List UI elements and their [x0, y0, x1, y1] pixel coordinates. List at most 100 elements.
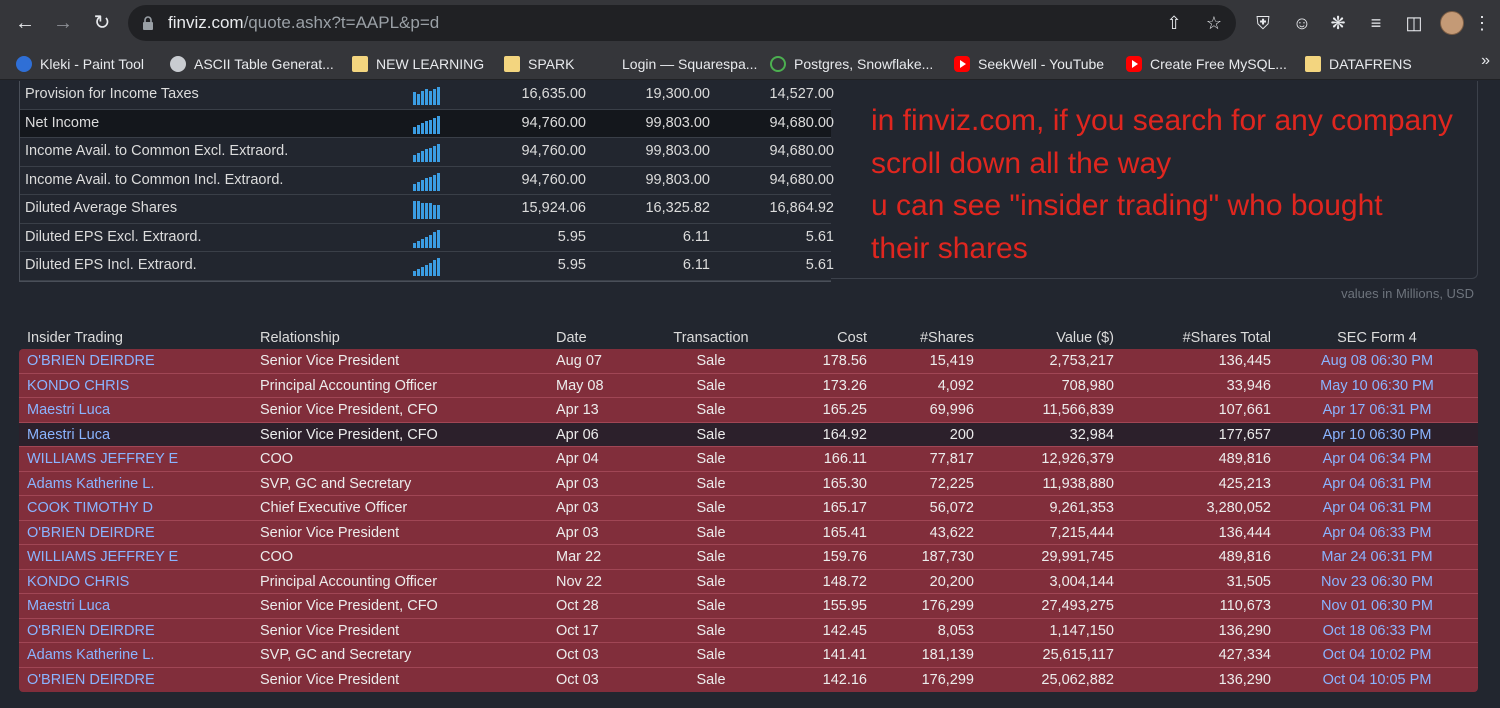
kleki-icon — [16, 56, 32, 72]
financial-value: 99,803.00 — [645, 171, 710, 188]
sparkline-chart[interactable] — [413, 87, 447, 105]
financial-value: 94,760.00 — [521, 143, 586, 159]
bookmark-star-icon[interactable]: ☆ — [1205, 13, 1223, 33]
sparkline-chart[interactable] — [413, 144, 447, 162]
column-header[interactable]: Insider Trading — [27, 330, 123, 346]
menu-kebab-icon[interactable]: ⋮ — [1473, 13, 1491, 33]
sparkline-bar — [433, 260, 436, 276]
forward-arrow-icon[interactable]: → — [53, 12, 73, 34]
sparkline-bar — [433, 117, 436, 134]
sparkline-bar — [433, 205, 436, 219]
avatar[interactable] — [1440, 11, 1464, 35]
sparkline-bar — [421, 238, 424, 248]
insider-cell: 110,673 — [1219, 598, 1271, 614]
bookmark-item[interactable]: Postgres, Snowflake... — [770, 54, 933, 74]
insider-cell: 155.95 — [822, 598, 867, 614]
insider-row: Maestri Luca Senior Vice President, CFO Ap… — [19, 422, 1478, 447]
sec-form-link[interactable]: Oct 18 06:33 PM — [1322, 622, 1432, 639]
share-icon[interactable]: ⇧ — [1166, 13, 1182, 33]
sec-form-link[interactable]: May 10 06:30 PM — [1320, 377, 1434, 394]
column-header[interactable]: Transaction — [673, 330, 749, 346]
insider-name-link[interactable]: Adams Katherine L. — [27, 647, 155, 663]
insider-cell: Sale — [696, 451, 726, 467]
reload-icon[interactable]: ↻ — [93, 12, 111, 34]
column-header[interactable]: Relationship — [260, 330, 340, 346]
sparkline-chart[interactable] — [413, 115, 447, 134]
bookmark-item[interactable]: ASCII Table Generat... — [170, 54, 334, 74]
insider-name-link[interactable]: O'BRIEN DEIRDRE — [27, 671, 155, 688]
back-arrow-icon[interactable]: ← — [15, 12, 35, 34]
insider-cell: 166.11 — [823, 451, 867, 467]
insider-name-link[interactable]: O'BRIEN DEIRDRE — [27, 353, 155, 369]
column-header[interactable]: SEC Form 4 — [1337, 330, 1417, 346]
insider-cell: 12,926,379 — [1041, 451, 1114, 467]
insider-cell: Sale — [696, 622, 726, 639]
sec-form-link[interactable]: Oct 04 10:02 PM — [1322, 647, 1432, 663]
sec-form-link[interactable]: Nov 01 06:30 PM — [1320, 598, 1434, 614]
sparkline-bar — [413, 201, 416, 219]
sparkline-chart[interactable] — [413, 229, 447, 248]
insider-name-link[interactable]: Maestri Luca — [27, 402, 111, 418]
sparkline-bar — [413, 271, 416, 276]
sec-form-link[interactable]: Apr 04 06:33 PM — [1322, 524, 1432, 541]
insider-name-link[interactable]: Maestri Luca — [27, 426, 111, 443]
column-header[interactable]: #Shares — [919, 330, 974, 346]
insider-cell: Senior Vice President, CFO — [260, 402, 438, 418]
insider-cell: 177,657 — [1218, 426, 1271, 443]
insider-name-link[interactable]: Maestri Luca — [27, 598, 111, 614]
bookmark-item[interactable]: Login — Squarespa... — [598, 54, 757, 74]
bookmark-item[interactable]: SPARK — [504, 54, 574, 74]
financial-label: Net Income — [25, 114, 100, 131]
insider-cell: Senior Vice President, CFO — [260, 426, 438, 443]
sec-form-link[interactable]: Apr 04 06:34 PM — [1322, 451, 1432, 467]
insider-name-link[interactable]: WILLIAMS JEFFREY E — [27, 549, 179, 565]
bookmark-item[interactable]: DATAFRENS — [1305, 54, 1412, 74]
sparkline-bar — [417, 240, 420, 248]
bookmark-item[interactable]: Create Free MySQL... — [1126, 54, 1287, 74]
sparkline-bar — [413, 183, 416, 191]
sec-form-link[interactable]: Nov 23 06:30 PM — [1320, 573, 1434, 590]
column-header[interactable]: Date — [556, 330, 587, 346]
column-header[interactable]: #Shares Total — [1182, 330, 1271, 346]
insider-name-link[interactable]: O'BRIEN DEIRDRE — [27, 524, 155, 541]
shield-icon[interactable]: ⛨ — [1256, 13, 1270, 33]
insider-name-link[interactable]: Adams Katherine L. — [27, 475, 155, 492]
sparkline-chart[interactable] — [413, 201, 447, 219]
sec-form-link[interactable]: Apr 04 06:31 PM — [1322, 500, 1432, 516]
bookmark-item[interactable]: NEW LEARNING — [352, 54, 484, 74]
youtube-icon — [1126, 56, 1142, 72]
bookmarks-overflow-icon[interactable]: » — [1481, 52, 1490, 69]
sec-form-link[interactable]: Aug 08 06:30 PM — [1320, 353, 1434, 369]
insider-cell: 33,946 — [1226, 377, 1271, 394]
playlist-icon[interactable]: ≡ — [1370, 13, 1382, 33]
folder-icon — [352, 56, 368, 72]
sparkline-bar — [437, 115, 440, 134]
column-header[interactable]: Cost — [837, 330, 867, 346]
sec-form-link[interactable]: Mar 24 06:31 PM — [1321, 549, 1433, 565]
extension-face-icon[interactable]: ☺ — [1292, 13, 1312, 33]
sec-form-link[interactable]: Apr 17 06:31 PM — [1322, 402, 1432, 418]
insider-name-link[interactable]: KONDO CHRIS — [27, 377, 130, 394]
insider-cell: 77,817 — [929, 451, 974, 467]
sparkline-bar — [425, 203, 428, 219]
insider-cell: 136,290 — [1218, 622, 1271, 639]
address-bar[interactable]: finviz.com/quote.ashx?t=AAPL&p=d ⇧ ☆ — [128, 5, 1236, 41]
sparkline-bar — [425, 177, 428, 191]
sparkline-bar — [421, 179, 424, 191]
column-header[interactable]: Value ($) — [1056, 330, 1114, 346]
insider-name-link[interactable]: WILLIAMS JEFFREY E — [27, 451, 179, 467]
side-panel-icon[interactable]: ◫ — [1405, 13, 1423, 33]
insider-name-link[interactable]: O'BRIEN DEIRDRE — [27, 622, 155, 639]
sec-form-link[interactable]: Apr 10 06:30 PM — [1322, 426, 1432, 443]
bookmark-item[interactable]: Kleki - Paint Tool — [16, 54, 144, 74]
sec-form-link[interactable]: Apr 04 06:31 PM — [1322, 475, 1432, 492]
insider-name-link[interactable]: COOK TIMOTHY D — [27, 500, 153, 516]
sparkline-chart[interactable] — [413, 172, 447, 191]
sec-form-link[interactable]: Oct 04 10:05 PM — [1322, 671, 1432, 688]
sparkline-chart[interactable] — [413, 258, 447, 276]
puzzle-icon[interactable]: ❋ — [1330, 13, 1346, 33]
financial-row: Income Avail. to Common Excl. Extraord. 9… — [20, 138, 834, 167]
financial-value: 5.61 — [805, 228, 834, 245]
insider-name-link[interactable]: KONDO CHRIS — [27, 573, 130, 590]
bookmark-item[interactable]: SeekWell - YouTube — [954, 54, 1104, 74]
